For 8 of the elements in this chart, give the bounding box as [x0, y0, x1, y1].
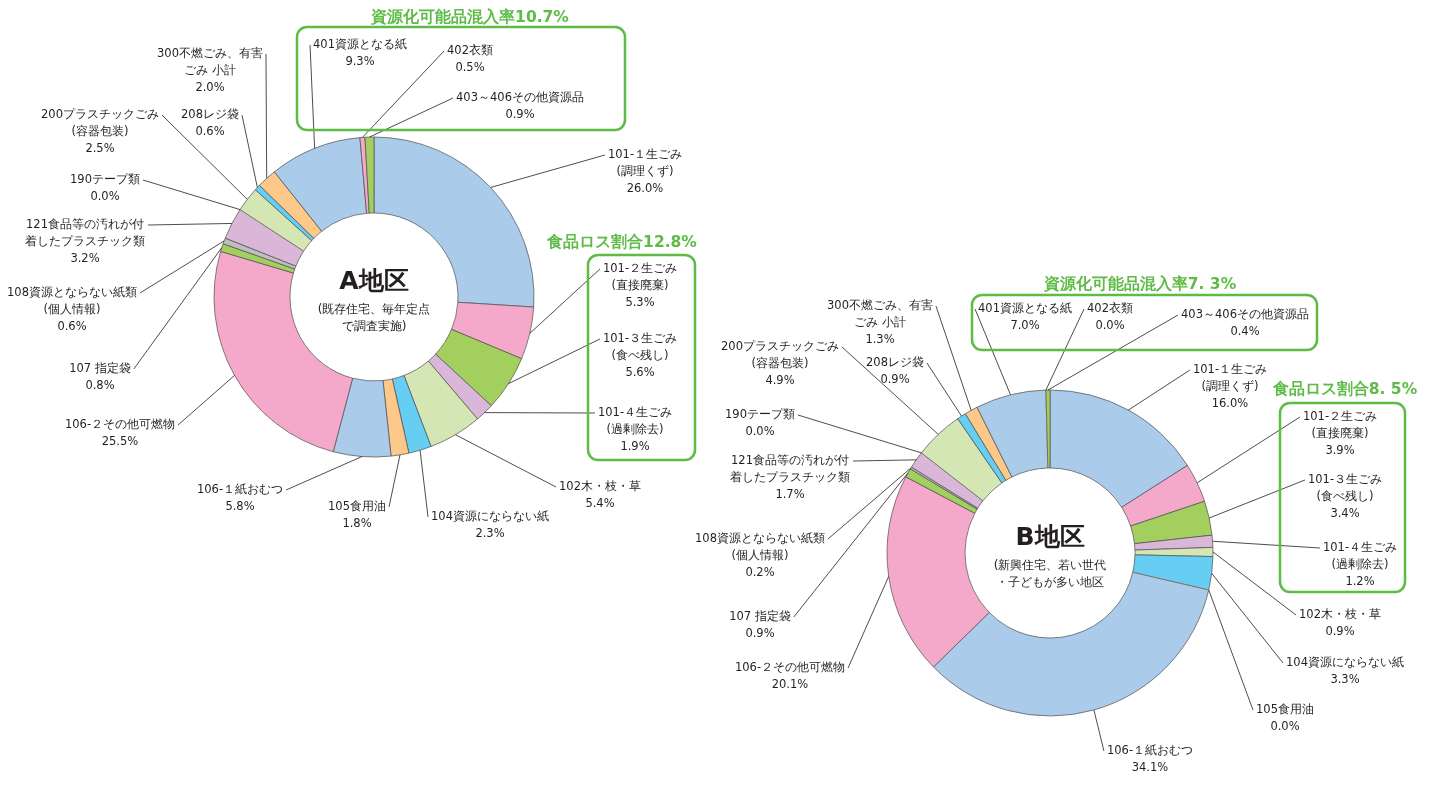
text: 資源化可能品混入率7. 3%	[1042, 275, 1237, 293]
text: 食品ロス割合12.8%	[546, 233, 698, 251]
text: (新興住宅、若い世代・子どもが多い地区	[993, 558, 1107, 589]
text: (既存住宅、毎年定点で調査実施)	[317, 302, 431, 333]
text: 資源化可能品混入率10.7%	[370, 8, 570, 26]
text: A地区	[339, 266, 409, 295]
text: 食品ロス割合8. 5%	[1271, 380, 1418, 398]
text: B地区	[1015, 522, 1085, 551]
